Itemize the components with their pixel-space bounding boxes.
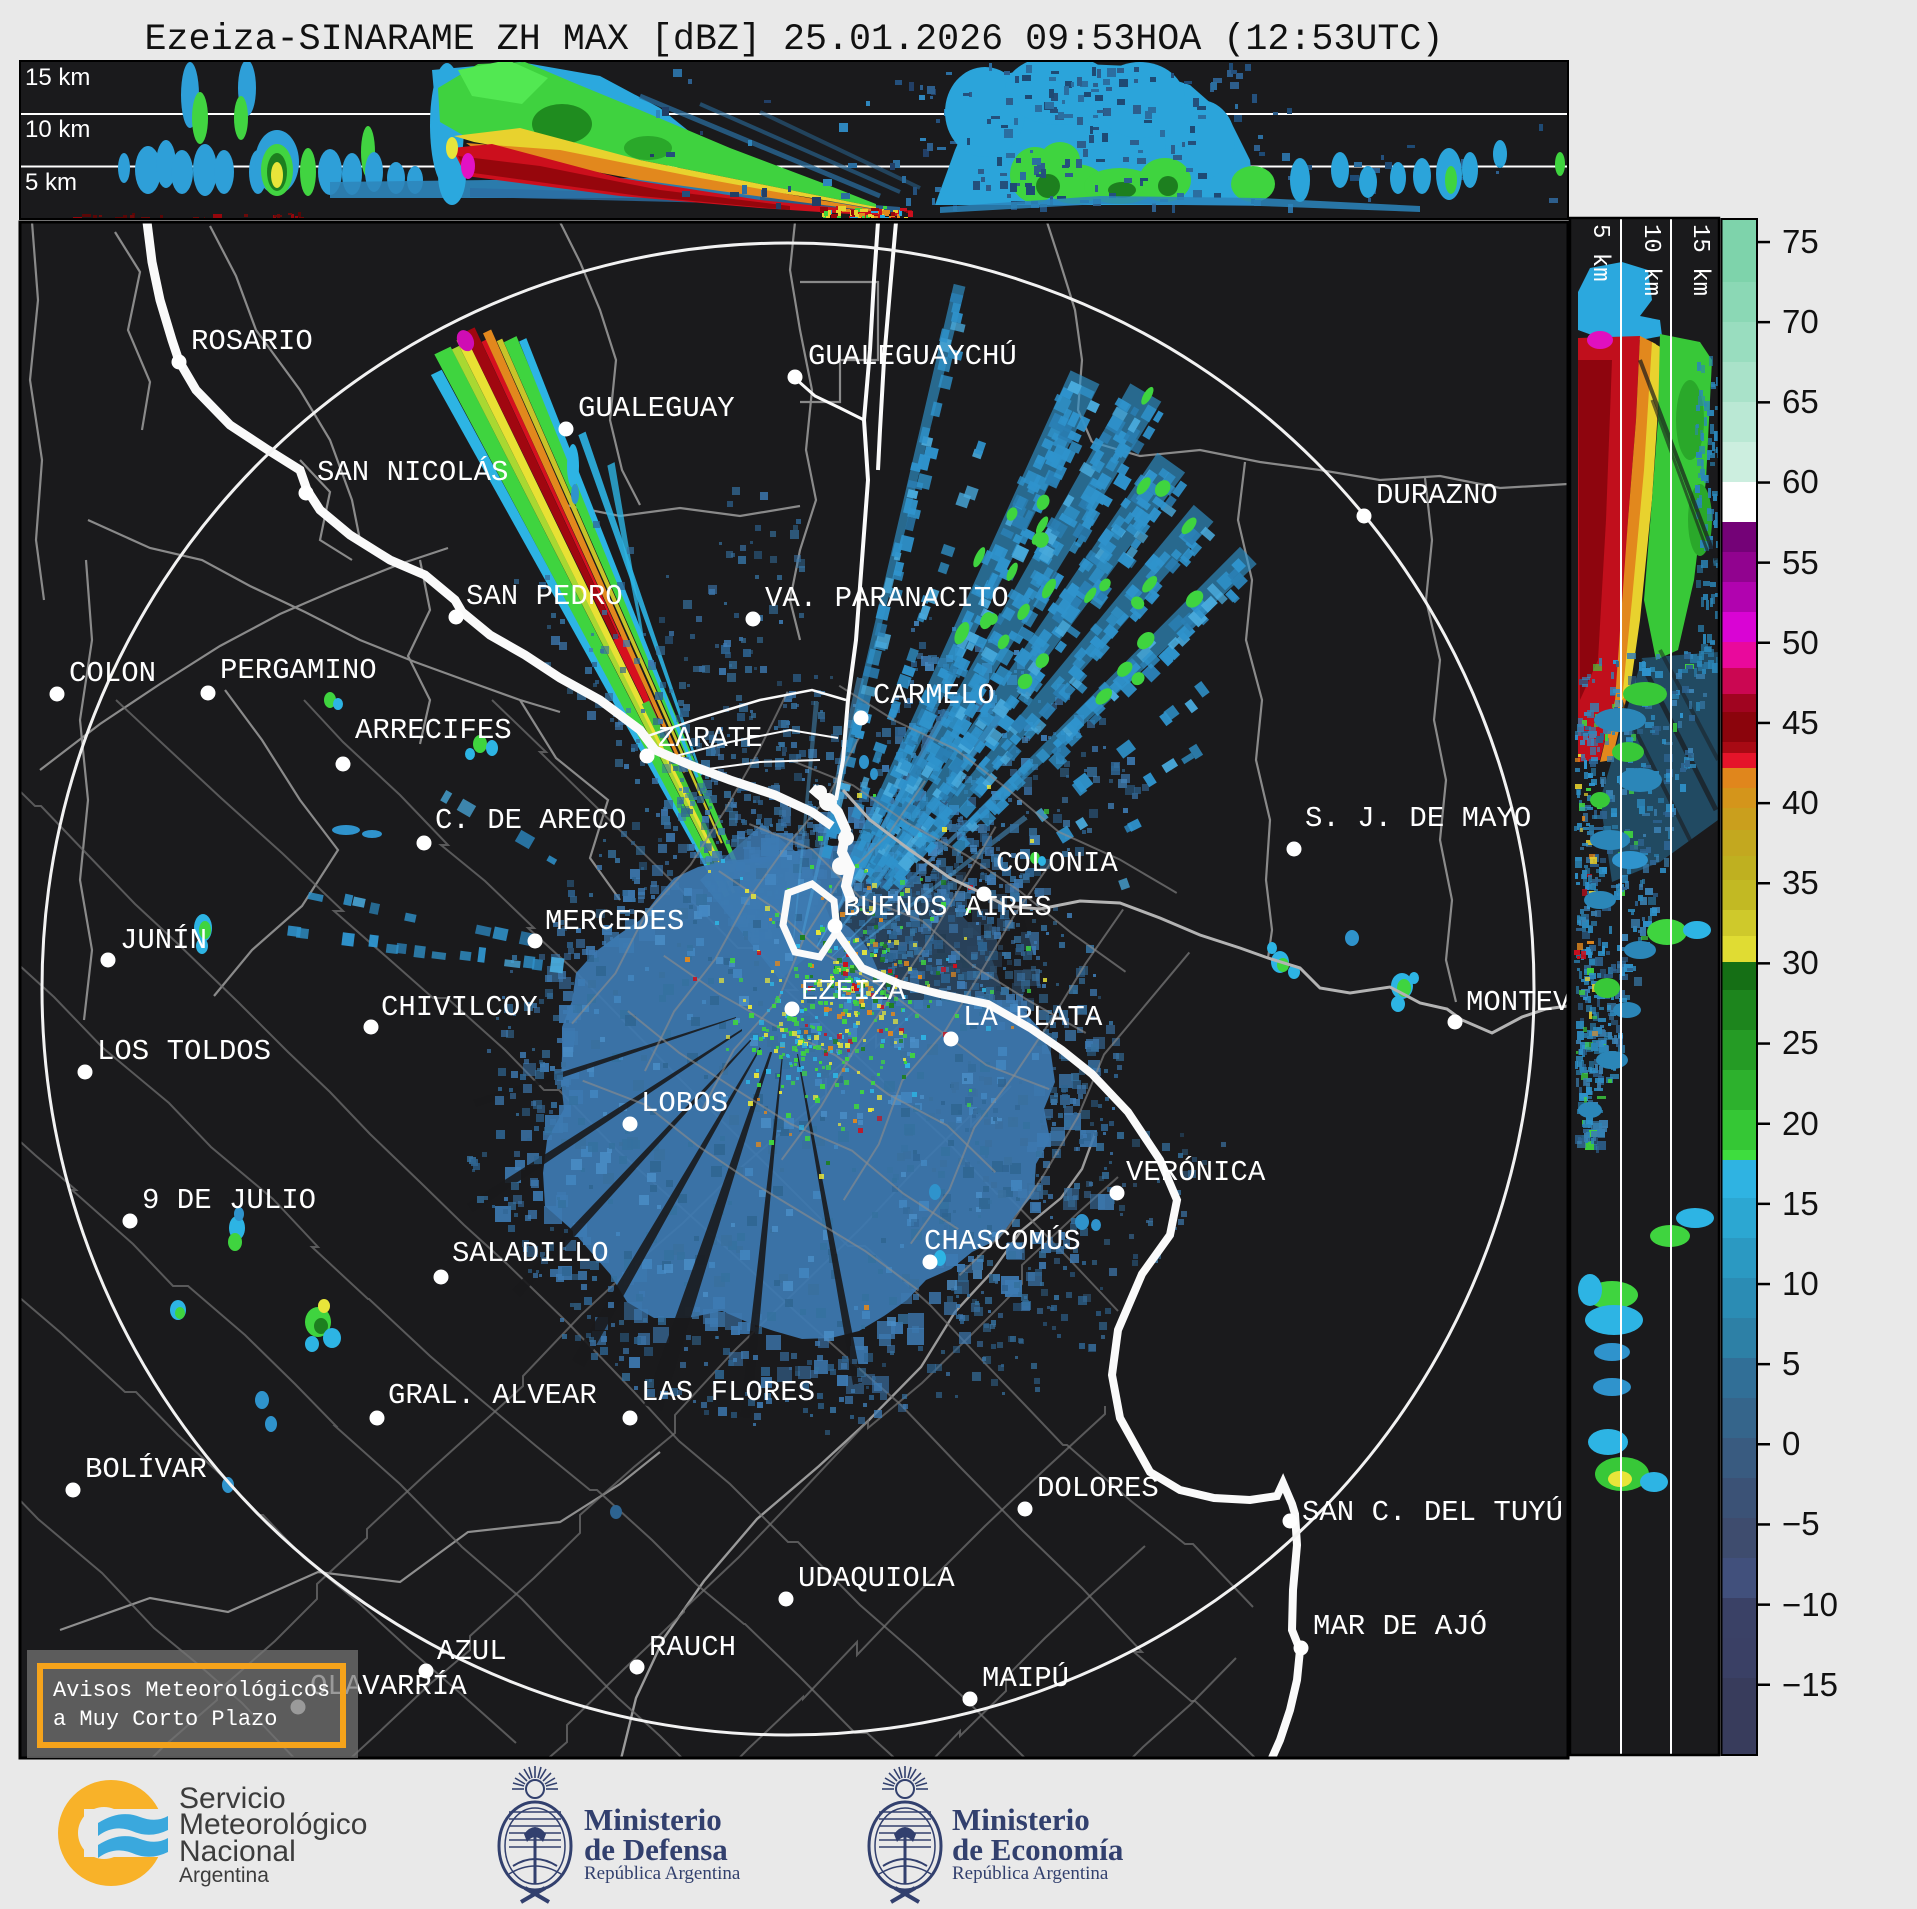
svg-text:10: 10: [1782, 1265, 1819, 1302]
svg-text:45: 45: [1782, 704, 1819, 741]
svg-text:5 km: 5 km: [25, 169, 77, 196]
svg-text:Argentina: Argentina: [179, 1864, 269, 1887]
svg-text:C. DE ARECO: C. DE ARECO: [435, 804, 626, 837]
svg-text:MONTEVI: MONTEVI: [1466, 986, 1588, 1019]
svg-text:EZEIZA: EZEIZA: [801, 975, 906, 1008]
svg-text:ARRECIFES: ARRECIFES: [355, 714, 512, 747]
svg-text:Avisos Meteorológicos: Avisos Meteorológicos: [53, 1678, 330, 1703]
svg-text:LA PLATA: LA PLATA: [963, 1001, 1103, 1034]
svg-text:MAR DE AJÓ: MAR DE AJÓ: [1313, 1609, 1487, 1643]
svg-text:CARMELO: CARMELO: [873, 679, 995, 712]
svg-text:75: 75: [1782, 223, 1819, 260]
svg-text:MAIPÚ: MAIPÚ: [982, 1661, 1069, 1695]
svg-text:ZARATE: ZARATE: [658, 722, 762, 755]
svg-text:VA. PARANACITO: VA. PARANACITO: [765, 582, 1009, 615]
svg-text:35: 35: [1782, 864, 1819, 901]
svg-text:−10: −10: [1782, 1586, 1838, 1623]
svg-text:COLONIA: COLONIA: [996, 847, 1118, 880]
svg-text:CHIVILCOY: CHIVILCOY: [381, 991, 538, 1024]
svg-text:30: 30: [1782, 944, 1819, 981]
svg-text:AZUL: AZUL: [437, 1635, 507, 1668]
svg-text:a Muy Corto Plazo: a Muy Corto Plazo: [53, 1707, 277, 1732]
svg-text:9 DE JULIO: 9 DE JULIO: [142, 1184, 316, 1217]
svg-text:SAN NICOLÁS: SAN NICOLÁS: [317, 455, 508, 489]
svg-text:55: 55: [1782, 544, 1819, 581]
svg-text:ROSARIO: ROSARIO: [191, 325, 313, 358]
svg-text:65: 65: [1782, 383, 1819, 420]
svg-text:SAN PEDRO: SAN PEDRO: [466, 580, 623, 613]
svg-text:5 km: 5 km: [1586, 224, 1613, 282]
svg-text:Ezeiza-SINARAME ZH MAX [dBZ] 2: Ezeiza-SINARAME ZH MAX [dBZ] 25.01.2026 …: [145, 19, 1444, 61]
svg-text:UDAQUIOLA: UDAQUIOLA: [798, 1562, 955, 1595]
svg-text:SALADILLO: SALADILLO: [452, 1237, 609, 1270]
svg-text:15: 15: [1782, 1185, 1819, 1222]
svg-text:MERCEDES: MERCEDES: [545, 905, 684, 938]
svg-text:10 km: 10 km: [25, 116, 90, 143]
svg-text:JUNÍN: JUNÍN: [120, 923, 207, 957]
svg-text:−5: −5: [1782, 1505, 1820, 1542]
svg-text:LOS TOLDOS: LOS TOLDOS: [97, 1035, 271, 1068]
svg-text:15 km: 15 km: [1686, 224, 1713, 296]
svg-text:60: 60: [1782, 463, 1819, 500]
svg-text:20: 20: [1782, 1105, 1819, 1142]
svg-text:0: 0: [1782, 1425, 1800, 1462]
svg-text:VERÓNICA: VERÓNICA: [1126, 1155, 1266, 1189]
svg-text:PERGAMINO: PERGAMINO: [220, 654, 377, 687]
svg-text:25: 25: [1782, 1024, 1819, 1061]
svg-text:5: 5: [1782, 1345, 1800, 1382]
svg-text:DURAZNO: DURAZNO: [1376, 479, 1498, 512]
svg-text:GRAL. ALVEAR: GRAL. ALVEAR: [388, 1379, 597, 1412]
svg-text:−15: −15: [1782, 1666, 1838, 1703]
svg-text:RAUCH: RAUCH: [649, 1631, 736, 1664]
svg-text:Servicio: Servicio: [179, 1782, 286, 1815]
svg-text:15 km: 15 km: [25, 64, 90, 91]
svg-text:COLON: COLON: [69, 657, 156, 690]
svg-text:70: 70: [1782, 303, 1819, 340]
svg-text:GUALEGUAYCHÚ: GUALEGUAYCHÚ: [808, 339, 1017, 373]
svg-text:CHASCOMÚS: CHASCOMÚS: [924, 1224, 1081, 1258]
svg-text:LOBOS: LOBOS: [641, 1087, 728, 1120]
svg-text:S. J. DE MAYO: S. J. DE MAYO: [1305, 802, 1531, 835]
svg-text:Nacional: Nacional: [179, 1835, 296, 1868]
svg-text:Meteorológico: Meteorológico: [179, 1808, 367, 1841]
svg-text:DOLORES: DOLORES: [1037, 1472, 1159, 1505]
svg-text:50: 50: [1782, 624, 1819, 661]
svg-text:10 km: 10 km: [1637, 224, 1664, 296]
svg-text:SAN C. DEL TUYÚ: SAN C. DEL TUYÚ: [1302, 1495, 1563, 1529]
svg-text:BOLÍVAR: BOLÍVAR: [85, 1452, 207, 1486]
svg-text:BUENOS AIRES: BUENOS AIRES: [843, 891, 1052, 924]
svg-text:LAS FLORES: LAS FLORES: [641, 1376, 815, 1409]
svg-text:40: 40: [1782, 784, 1819, 821]
svg-text:GUALEGUAY: GUALEGUAY: [578, 392, 735, 425]
